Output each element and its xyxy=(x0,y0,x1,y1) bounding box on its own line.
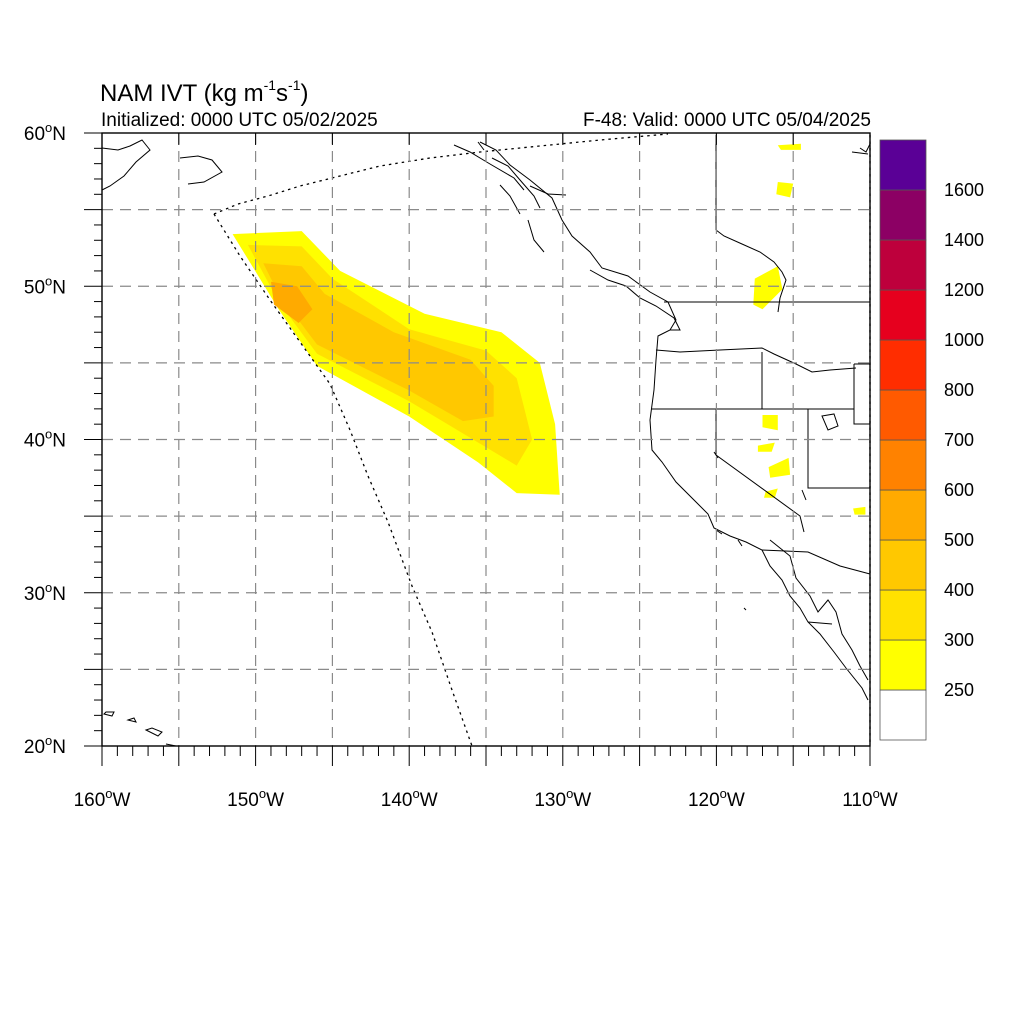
colorbar-swatch xyxy=(879,589,927,641)
colorbar-label: 1600 xyxy=(944,180,984,200)
graticule xyxy=(102,133,870,746)
axis-tick-labels: 160oW 150oW 140oW 130oW 120oW 110oW 60oN 50oN 40… xyxy=(24,120,898,811)
x-tick-label: 150oW xyxy=(227,786,284,811)
map-title: NAM IVT (kg m-1s-1) xyxy=(100,77,309,107)
valid-time-label: F-48: Valid: 0000 UTC 05/04/2025 xyxy=(583,110,871,131)
init-time-label: Initialized: 0000 UTC 05/02/2025 xyxy=(101,110,378,131)
y-tick-label: 30oN xyxy=(24,580,66,605)
colorbar-label: 800 xyxy=(944,380,974,400)
atmospheric-river-band-500 xyxy=(271,281,313,323)
colorbar-swatch xyxy=(879,539,927,591)
colorbar-swatch xyxy=(879,489,927,541)
colorbar-swatch xyxy=(879,439,927,491)
colorbar-label: 1200 xyxy=(944,280,984,300)
colorbar-swatch xyxy=(879,339,927,391)
colorbar-label: 250 xyxy=(944,680,974,700)
y-tick-label: 60oN xyxy=(24,120,66,145)
inland-patches-4 xyxy=(757,442,775,452)
coastlines-and-borders xyxy=(101,135,871,747)
x-tick-label: 140oW xyxy=(381,786,438,811)
x-tick-label: 110oW xyxy=(842,786,898,811)
inland-patches-6 xyxy=(764,488,778,498)
ivt-colorbar: 250 300 400 500 600 700 800 1000 1200 1400 1600 xyxy=(879,139,984,741)
colorbar-label: 600 xyxy=(944,480,974,500)
colorbar-label: 1400 xyxy=(944,230,984,250)
colorbar-swatch xyxy=(879,389,927,441)
y-tick-label: 40oN xyxy=(24,427,66,452)
x-tick-label: 130oW xyxy=(534,786,591,811)
colorbar-swatch xyxy=(879,139,927,191)
colorbar-label: 400 xyxy=(944,580,974,600)
axis-ticks xyxy=(84,132,871,766)
inland-patches-3 xyxy=(762,415,778,431)
x-tick-label: 120oW xyxy=(688,786,745,811)
ivt-fills xyxy=(232,143,866,515)
colorbar-swatch xyxy=(879,689,927,741)
inland-patches-1 xyxy=(776,182,794,198)
colorbar-swatch xyxy=(879,189,927,241)
inland-patches-7 xyxy=(853,506,866,515)
inland-patches-5 xyxy=(768,457,791,478)
y-tick-label: 20oN xyxy=(24,733,66,758)
inland-patches-2 xyxy=(753,266,783,310)
colorbar-label: 700 xyxy=(944,430,974,450)
colorbar-label: 500 xyxy=(944,530,974,550)
y-tick-label: 50oN xyxy=(24,273,66,298)
colorbar-swatch xyxy=(879,639,927,691)
colorbar-label: 300 xyxy=(944,630,974,650)
atmospheric-river-band-400 xyxy=(263,263,494,422)
colorbar-swatch xyxy=(879,289,927,341)
x-tick-label: 160oW xyxy=(74,786,131,811)
domain-boundary xyxy=(213,133,669,747)
colorbar-label: 1000 xyxy=(944,330,984,350)
colorbar-swatch xyxy=(879,239,927,291)
inland-patches-0 xyxy=(777,143,801,150)
